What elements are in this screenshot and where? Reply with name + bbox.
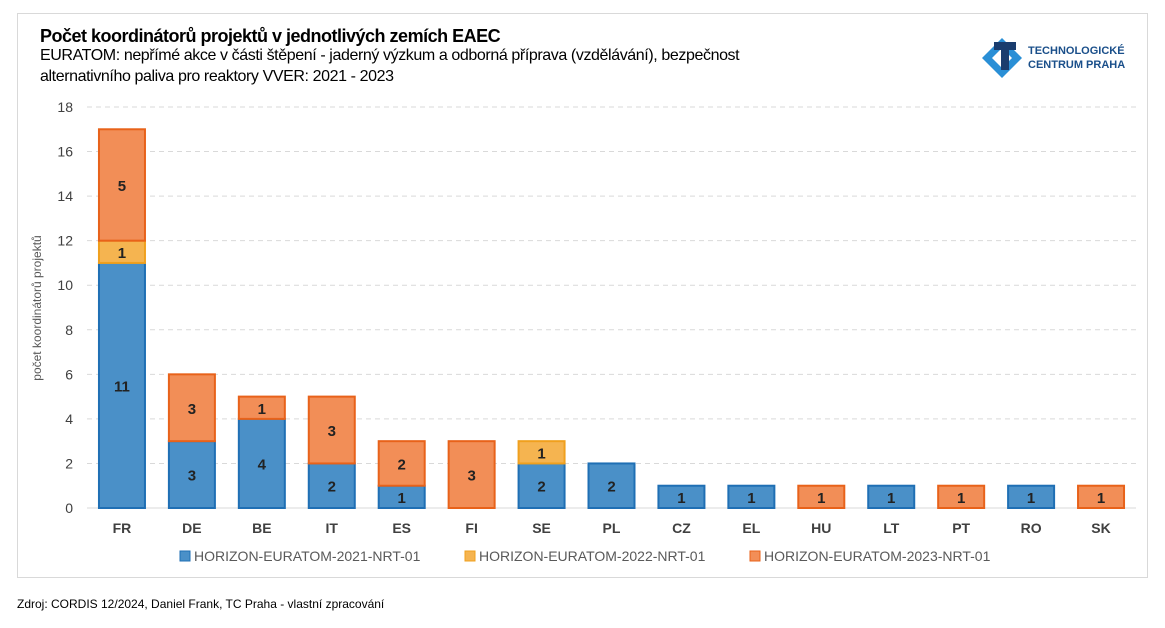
- x-tick-label: EL: [742, 520, 760, 536]
- data-label: 11: [114, 378, 130, 395]
- bar-segment: [517, 462, 566, 510]
- bar-segment: [377, 440, 426, 487]
- chart-subtitle-line2: alternativního paliva pro reaktory VVER:…: [40, 68, 394, 85]
- bar-segment: [657, 484, 706, 510]
- chart-subtitle-line1: EURATOM: nepřímé akce v části štěpení - …: [40, 47, 740, 64]
- y-tick-label: 10: [57, 277, 73, 293]
- y-tick-label: 14: [57, 188, 73, 204]
- x-tick-label: RO: [1021, 520, 1042, 536]
- bar-segment: [237, 395, 286, 420]
- x-tick-label: PL: [603, 520, 621, 536]
- x-tick-label: FI: [465, 520, 477, 536]
- data-label: 1: [887, 490, 895, 507]
- data-label: 1: [817, 490, 825, 507]
- bar-segment: [1007, 484, 1056, 510]
- x-tick-label: HU: [811, 520, 831, 536]
- legend-swatch: [179, 550, 191, 562]
- x-tick-label: ES: [392, 520, 411, 536]
- x-tick-label: SK: [1091, 520, 1110, 536]
- y-tick-label: 12: [57, 233, 73, 249]
- bar-segment: [167, 373, 216, 443]
- data-label: 2: [537, 479, 545, 496]
- bar-segment: [797, 484, 846, 510]
- legend-label: HORIZON-EURATOM-2022-NRT-01: [479, 548, 706, 564]
- legend-label: HORIZON-EURATOM-2021-NRT-01: [194, 548, 421, 564]
- bar-segment: [867, 484, 916, 510]
- data-label: 1: [1027, 490, 1035, 507]
- y-tick-label: 6: [65, 366, 73, 382]
- source-note: Zdroj: CORDIS 12/2024, Daniel Frank, TC …: [17, 597, 385, 611]
- data-label: 1: [957, 490, 965, 507]
- x-tick-label: SE: [532, 520, 551, 536]
- bar-segment: [447, 440, 496, 509]
- data-label: 3: [328, 423, 336, 440]
- bar-segment: [1077, 484, 1126, 510]
- y-tick-label: 2: [65, 455, 73, 471]
- data-label: 1: [537, 445, 545, 462]
- data-label: 2: [328, 479, 336, 496]
- bar-segment: [937, 484, 986, 510]
- bar-segment: [517, 440, 566, 465]
- legend-label: HORIZON-EURATOM-2023-NRT-01: [764, 548, 991, 564]
- data-label: 4: [258, 456, 267, 473]
- bar-segment: [167, 440, 216, 509]
- x-tick-label: PT: [952, 520, 970, 536]
- data-label: 3: [467, 468, 475, 485]
- y-tick-label: 0: [65, 500, 73, 516]
- bar-segment: [727, 484, 776, 510]
- legend-swatch: [464, 550, 476, 562]
- y-tick-label: 16: [57, 144, 73, 160]
- data-label: 2: [607, 479, 615, 496]
- data-label: 3: [188, 468, 196, 485]
- legend-swatch: [749, 550, 761, 562]
- bar-segment: [97, 261, 146, 510]
- y-axis-label: počet koordinátorů projektů: [30, 235, 44, 380]
- y-tick-label: 18: [57, 99, 73, 115]
- x-tick-label: FR: [113, 520, 132, 536]
- chart-title: Počet koordinátorů projektů v jednotlivý…: [40, 26, 501, 46]
- data-label: 1: [1097, 490, 1105, 507]
- x-tick-label: DE: [182, 520, 201, 536]
- data-label: 1: [677, 490, 685, 507]
- y-tick-label: 4: [65, 411, 73, 427]
- data-label: 3: [188, 401, 196, 418]
- data-label: 2: [398, 456, 406, 473]
- logo-text: TECHNOLOGICKÉ CENTRUM PRAHA: [1028, 45, 1126, 71]
- x-tick-label: CZ: [672, 520, 691, 536]
- data-label: 5: [118, 178, 126, 195]
- tc-praha-logo-icon: [982, 38, 1022, 78]
- x-tick-label: BE: [252, 520, 271, 536]
- data-label: 1: [398, 490, 406, 507]
- y-tick-label: 8: [65, 322, 73, 338]
- data-label: 1: [747, 490, 755, 507]
- data-label: 1: [258, 401, 266, 418]
- x-tick-label: LT: [883, 520, 900, 536]
- x-tick-label: IT: [326, 520, 339, 536]
- bar-segment: [237, 417, 286, 509]
- bar-segment: [587, 462, 636, 510]
- bar-segment: [307, 395, 356, 465]
- chart-frame: [17, 13, 1148, 578]
- data-label: 1: [118, 245, 126, 262]
- bar-segment: [97, 128, 146, 242]
